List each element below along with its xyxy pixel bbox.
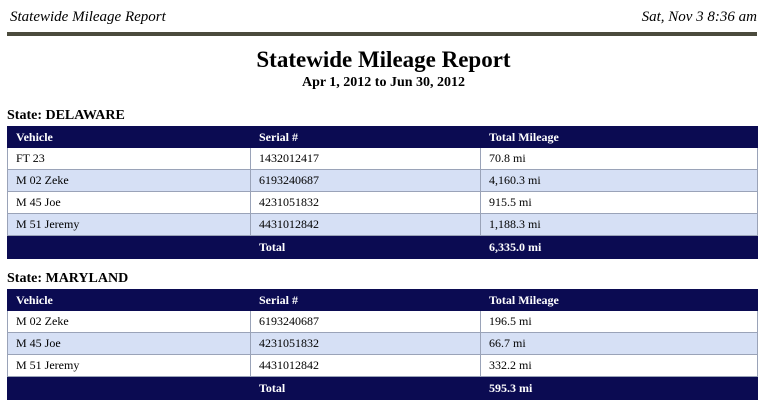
cell: M 02 Zeke <box>7 310 251 333</box>
data-row: M 02 Zeke 6193240687 4,160.3 mi <box>7 169 758 192</box>
mileage-table: Vehicle Serial # Total Mileage FT 23 1432012… <box>7 126 758 259</box>
cell <box>7 235 251 259</box>
total-row: Total 6,335.0 mi <box>7 235 758 259</box>
header-row: Vehicle Serial # Total Mileage <box>7 289 758 311</box>
cell <box>7 376 251 400</box>
cell: M 45 Joe <box>7 191 251 214</box>
cell: 4431012842 <box>250 354 481 377</box>
data-row: M 45 Joe 4231051832 915.5 mi <box>7 191 758 214</box>
total-label: Total <box>250 376 481 400</box>
data-row: M 51 Jeremy 4431012842 1,188.3 mi <box>7 213 758 236</box>
column-header: Vehicle <box>7 126 251 148</box>
total-value: 6,335.0 mi <box>480 235 758 259</box>
header-timestamp: Sat, Nov 3 8:36 am <box>641 9 757 25</box>
cell: FT 23 <box>7 147 251 170</box>
cell: 1432012417 <box>250 147 481 170</box>
column-header: Total Mileage <box>480 289 758 311</box>
header-title: Statewide Mileage Report <box>10 9 166 25</box>
data-row: M 02 Zeke 6193240687 196.5 mi <box>7 310 758 333</box>
cell: 915.5 mi <box>480 191 758 214</box>
report-title: Statewide Mileage Report <box>256 47 511 72</box>
report-date-range: Apr 1, 2012 to Jun 30, 2012 <box>301 75 466 90</box>
state-label: State: MARYLAND <box>7 271 129 286</box>
total-row: Total 595.3 mi <box>7 376 758 400</box>
state-label: State: DELAWARE <box>7 108 125 123</box>
cell: 332.2 mi <box>480 354 758 377</box>
cell: 196.5 mi <box>480 310 758 333</box>
data-row: FT 23 1432012417 70.8 mi <box>7 147 758 170</box>
total-value: 595.3 mi <box>480 376 758 400</box>
cell: 4231051832 <box>250 191 481 214</box>
cell: M 02 Zeke <box>7 169 251 192</box>
data-row: M 45 Joe 4231051832 66.7 mi <box>7 332 758 355</box>
cell: 66.7 mi <box>480 332 758 355</box>
cell: 6193240687 <box>250 169 481 192</box>
cell: M 51 Jeremy <box>7 213 251 236</box>
cell: 4431012842 <box>250 213 481 236</box>
header-row: Vehicle Serial # Total Mileage <box>7 126 758 148</box>
column-header: Serial # <box>250 126 481 148</box>
cell: 70.8 mi <box>480 147 758 170</box>
cell: M 45 Joe <box>7 332 251 355</box>
mileage-table: Vehicle Serial # Total Mileage M 02 Zeke 619… <box>7 289 758 400</box>
column-header: Total Mileage <box>480 126 758 148</box>
cell: 4,160.3 mi <box>480 169 758 192</box>
cell: M 51 Jeremy <box>7 354 251 377</box>
data-row: M 51 Jeremy 4431012842 332.2 mi <box>7 354 758 377</box>
cell: 1,188.3 mi <box>480 213 758 236</box>
column-header: Vehicle <box>7 289 251 311</box>
column-header: Serial # <box>250 289 481 311</box>
total-label: Total <box>250 235 481 259</box>
cell: 4231051832 <box>250 332 481 355</box>
cell: 6193240687 <box>250 310 481 333</box>
header-rule <box>7 32 757 36</box>
